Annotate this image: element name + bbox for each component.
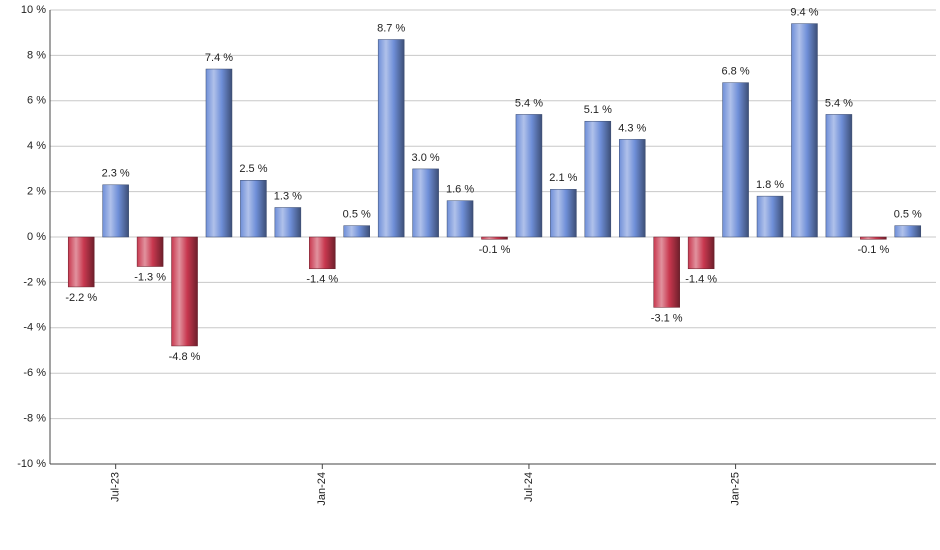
bar <box>171 236 198 347</box>
data-label: 1.3 % <box>274 190 302 202</box>
data-label: 1.8 % <box>756 179 784 191</box>
bar <box>309 236 336 270</box>
y-tick-label: -10 % <box>17 458 46 470</box>
bar <box>687 236 715 270</box>
data-label: 2.1 % <box>549 172 577 184</box>
data-label: -2.2 % <box>65 292 97 304</box>
data-label: 5.4 % <box>515 97 543 109</box>
x-tick-label: Jan-24 <box>316 472 328 506</box>
bar <box>412 168 439 238</box>
y-tick-label: -2 % <box>23 276 46 288</box>
bar <box>481 236 508 240</box>
data-label: 6.8 % <box>722 66 750 78</box>
y-tick-label: 0 % <box>27 231 46 243</box>
bar <box>825 114 853 238</box>
y-tick-label: 6 % <box>27 95 46 107</box>
y-tick-label: 10 % <box>21 4 46 16</box>
data-label: 8.7 % <box>377 22 405 34</box>
data-label: -3.1 % <box>651 312 683 324</box>
bar <box>619 139 646 238</box>
bar <box>102 184 129 238</box>
bar <box>67 236 95 288</box>
data-label: 5.4 % <box>825 97 853 109</box>
y-tick-label: 8 % <box>27 49 46 61</box>
bar <box>894 225 922 238</box>
data-label: 0.5 % <box>894 209 922 221</box>
bar <box>240 180 267 238</box>
bar <box>446 200 474 238</box>
bar <box>274 207 302 238</box>
bar <box>136 236 164 267</box>
data-label: -1.4 % <box>306 274 338 286</box>
bar <box>515 114 543 238</box>
data-label: -4.8 % <box>169 351 201 363</box>
data-label: 2.3 % <box>102 168 130 180</box>
data-label: 3.0 % <box>412 152 440 164</box>
data-label: 1.6 % <box>446 184 474 196</box>
y-tick-label: 2 % <box>27 186 46 198</box>
bar <box>205 68 233 238</box>
y-tick-label: -8 % <box>23 413 46 425</box>
bar <box>584 120 612 238</box>
bar <box>860 236 887 240</box>
bar <box>756 195 784 238</box>
x-tick-label: Jul-24 <box>523 472 535 502</box>
y-tick-label: -6 % <box>23 367 46 379</box>
data-label: 7.4 % <box>205 52 233 64</box>
bar <box>343 225 370 238</box>
data-label: 9.4 % <box>790 7 818 19</box>
data-label: -0.1 % <box>857 244 889 256</box>
data-label: 0.5 % <box>343 209 371 221</box>
data-label: -1.3 % <box>134 271 166 283</box>
data-label: 4.3 % <box>618 122 646 134</box>
data-label: -0.1 % <box>479 244 511 256</box>
bar <box>722 82 749 238</box>
data-label: 5.1 % <box>584 104 612 116</box>
bar <box>653 236 680 308</box>
x-tick-label: Jul-23 <box>110 472 122 502</box>
bar <box>377 39 405 238</box>
x-tick-label: Jan-25 <box>729 472 741 506</box>
y-tick-label: -4 % <box>23 322 46 334</box>
data-label: -1.4 % <box>685 274 717 286</box>
y-tick-label: 4 % <box>27 140 46 152</box>
data-label: 2.5 % <box>239 163 267 175</box>
bar <box>791 23 818 238</box>
bar <box>550 189 577 238</box>
